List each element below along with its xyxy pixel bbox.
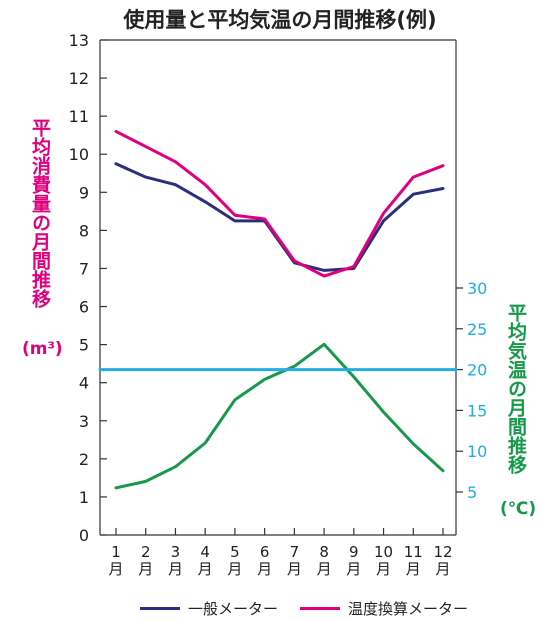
y-tick-label: 2	[79, 450, 89, 469]
left-axis-label: 平均消費量の月間推移	[29, 118, 51, 308]
y2-tick-label: 15	[467, 401, 487, 420]
y-tick-label: 12	[69, 69, 89, 88]
y-tick-label: 11	[69, 107, 89, 126]
legend-item-general: 一般メーター	[140, 598, 278, 619]
y-tick-label: 1	[79, 488, 89, 507]
y-tick-label: 10	[69, 145, 89, 164]
legend-swatch-temp	[300, 607, 340, 610]
right-axis-label: 平均気温の月間推移	[505, 303, 527, 474]
y2-tick-label: 30	[467, 279, 487, 298]
y-tick-label: 7	[79, 259, 89, 278]
y-tick-label: 5	[79, 336, 89, 355]
y-tick-label: 3	[79, 412, 89, 431]
y-tick-label: 6	[79, 298, 89, 317]
y2-tick-label: 20	[467, 361, 487, 380]
series-line-0	[114, 162, 445, 272]
x-tick-label: 10 月	[374, 543, 393, 578]
y-tick-label: 13	[69, 31, 89, 50]
y2-tick-label: 10	[467, 442, 487, 461]
series-line-1	[114, 129, 445, 278]
y-tick-label: 4	[79, 374, 89, 393]
left-axis-unit: (m³)	[22, 339, 63, 359]
legend-swatch-general	[140, 607, 180, 610]
legend-item-temp: 温度換算メーター	[300, 598, 468, 619]
chart-title: 使用量と平均気温の月間推移(例)	[123, 8, 437, 32]
legend-label-temp: 温度換算メーター	[348, 600, 469, 618]
y-tick-label: 9	[79, 183, 89, 202]
x-tick-label: 12 月	[433, 543, 452, 578]
series-line-2	[114, 342, 445, 490]
right-axis-unit: (℃)	[500, 499, 537, 519]
x-tick-label: 11 月	[404, 543, 423, 578]
y2-tick-label: 25	[467, 320, 487, 339]
legend: 一般メーター 温度換算メーター	[0, 598, 560, 620]
legend-label-general: 一般メーター	[188, 600, 279, 618]
y2-tick-label: 5	[467, 483, 477, 502]
y-tick-label: 0	[79, 526, 89, 545]
y-tick-label: 8	[79, 221, 89, 240]
